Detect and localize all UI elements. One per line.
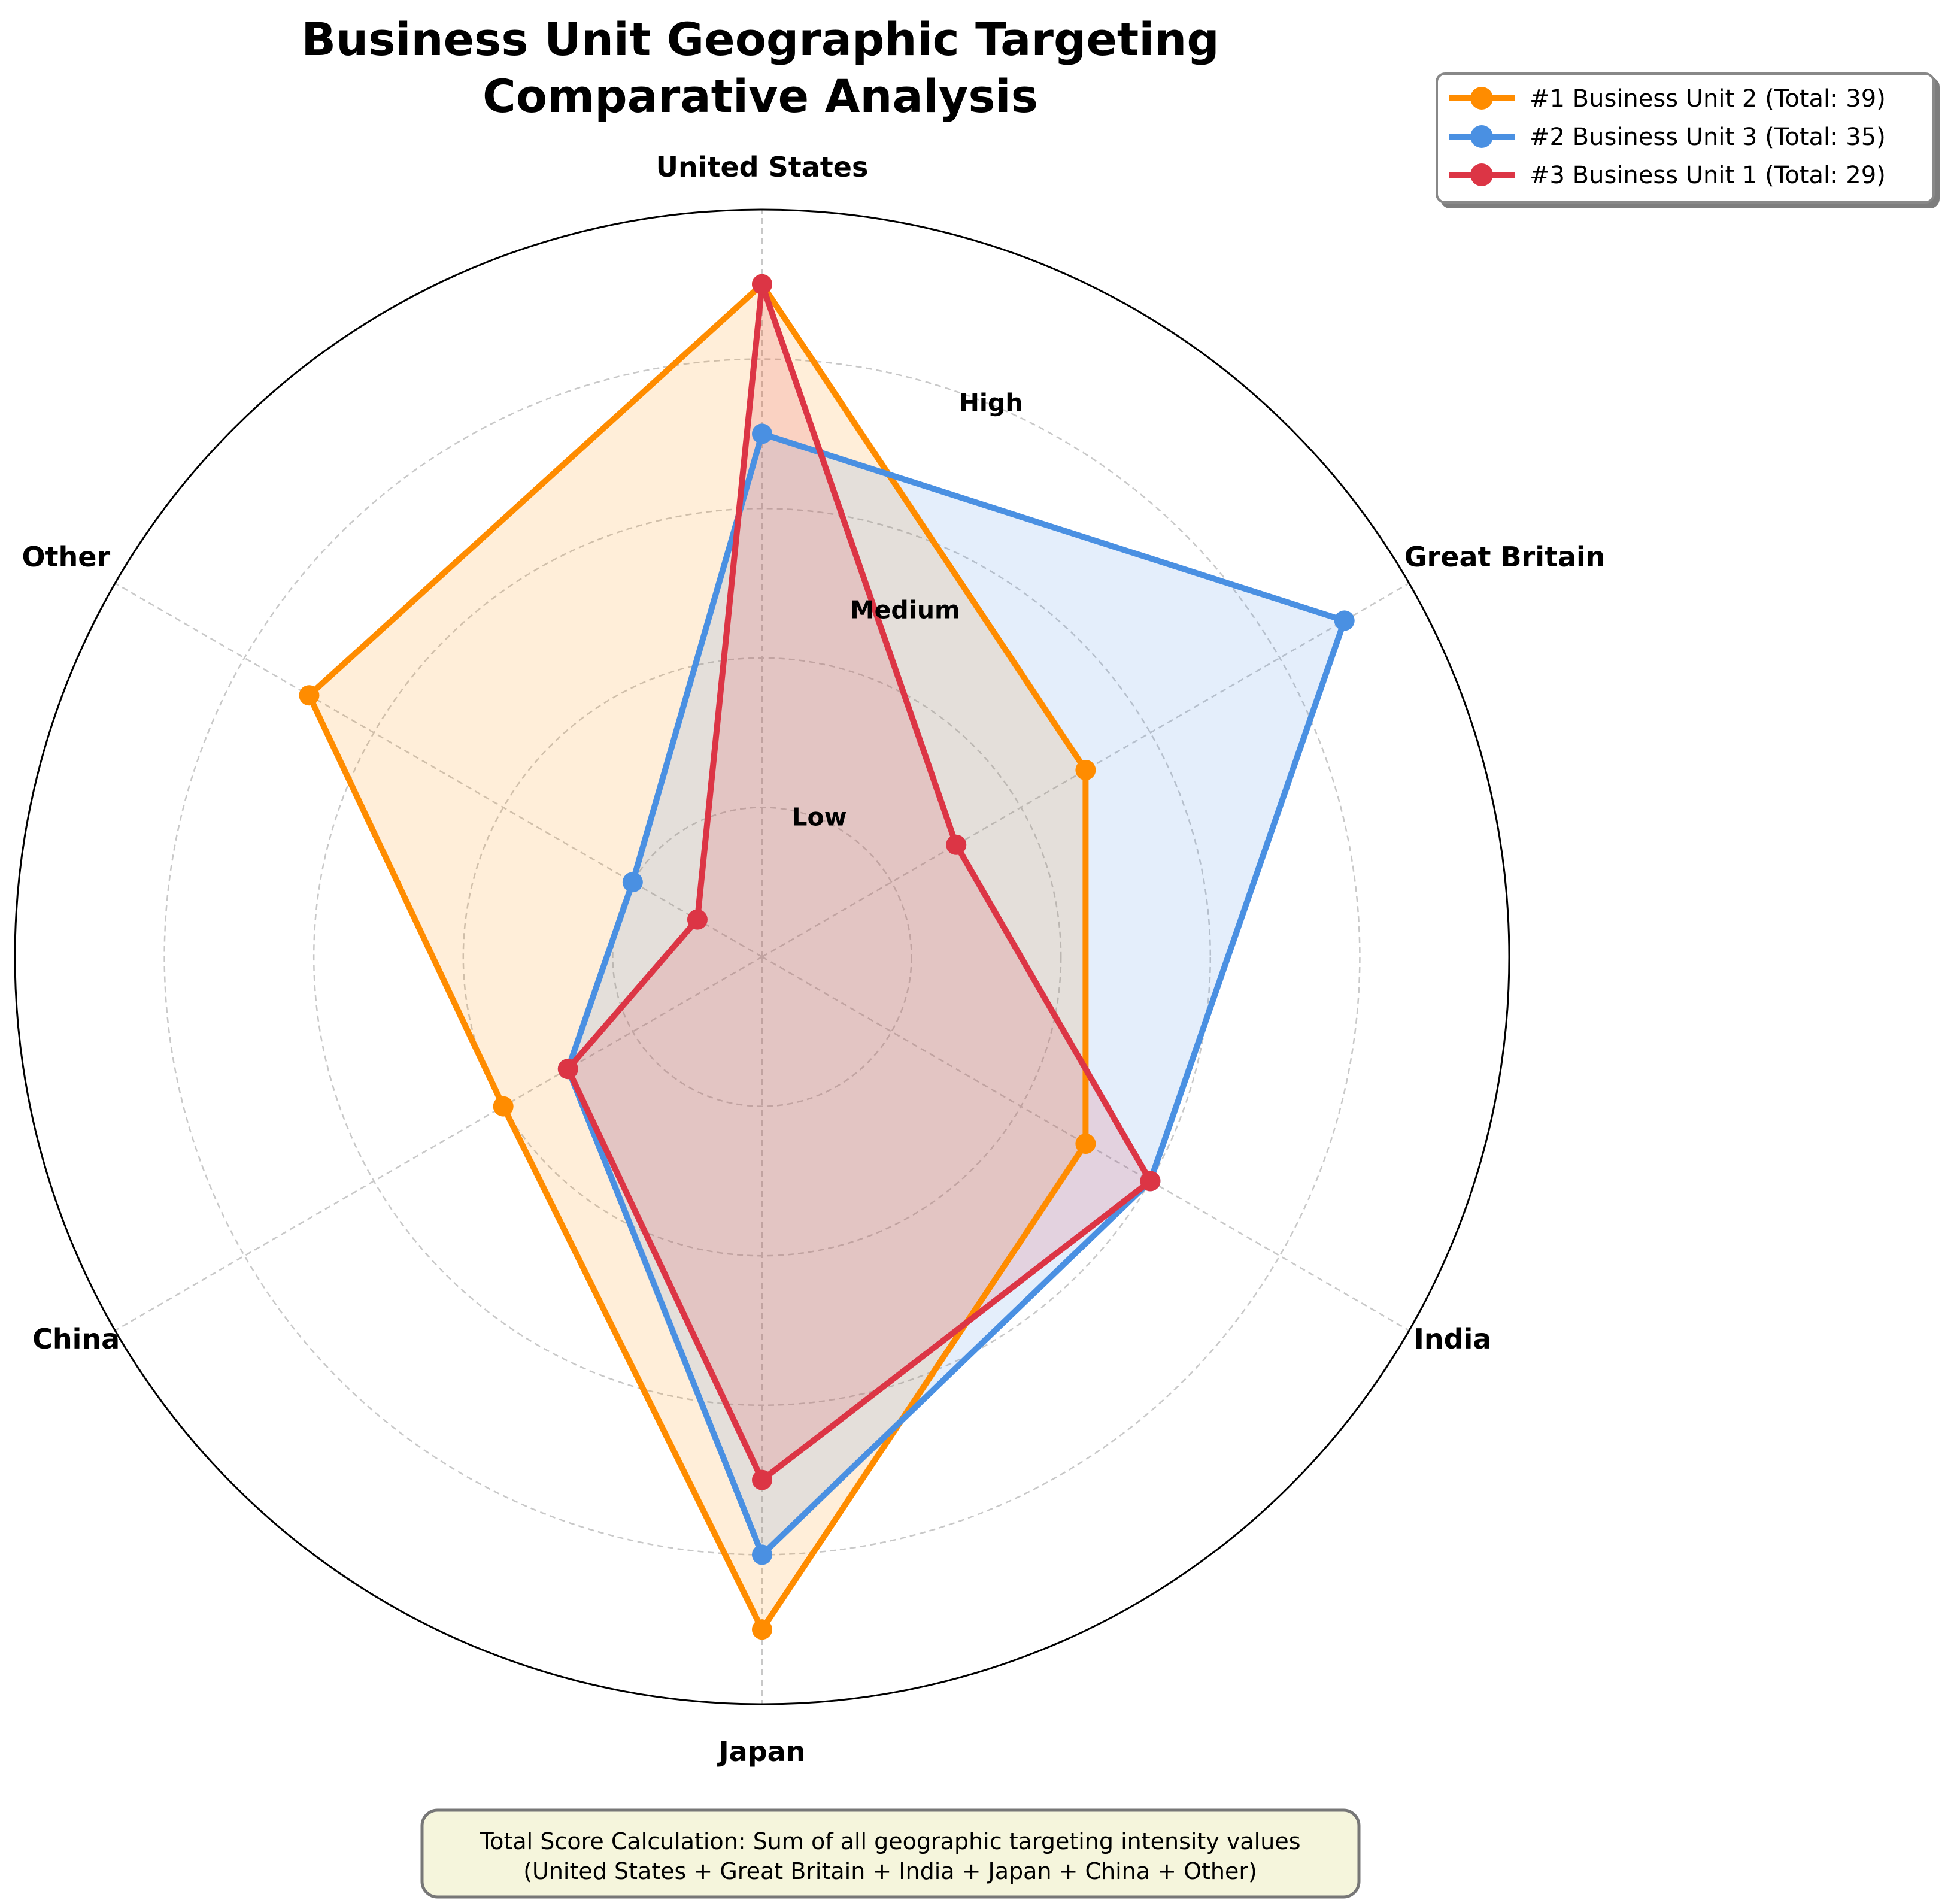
series-fill-2 bbox=[568, 434, 1345, 1555]
ring-label-high: High bbox=[959, 389, 1023, 417]
series-fill-3 bbox=[568, 284, 1151, 1480]
ring-label-low: Low bbox=[791, 802, 846, 831]
spoke-4 bbox=[114, 956, 763, 1332]
data-point-s3-other bbox=[687, 909, 708, 930]
chart-title-line-2: Comparative Analysis bbox=[483, 69, 1038, 123]
data-point-s1-great-britain bbox=[1075, 760, 1096, 780]
spoke-2 bbox=[761, 956, 1410, 1332]
ring-labels: Low Medium High bbox=[791, 389, 1023, 832]
data-point-s3-india bbox=[1140, 1171, 1161, 1192]
spoke-1 bbox=[761, 582, 1410, 958]
data-point-s2-great-britain bbox=[1334, 610, 1355, 631]
legend-marker-3 bbox=[1470, 163, 1493, 186]
series-fill-1 bbox=[309, 284, 1086, 1630]
note-line-1: Total Score Calculation: Sum of all geog… bbox=[479, 1828, 1300, 1854]
data-point-s3-united-states bbox=[752, 274, 772, 295]
axis-label-other: Other bbox=[22, 541, 110, 573]
note-box: Total Score Calculation: Sum of all geog… bbox=[420, 1808, 1361, 1899]
note-line-2: (United States + Great Britain + India +… bbox=[523, 1858, 1257, 1884]
axis-label-united-states: United States bbox=[656, 151, 869, 183]
legend-label-1: #1 Business Unit 2 (Total: 39) bbox=[1530, 85, 1886, 113]
spoke-5 bbox=[114, 582, 763, 958]
data-point-s1-china bbox=[493, 1096, 514, 1117]
legend: #1 Business Unit 2 (Total: 39) #2 Busines… bbox=[1436, 72, 1935, 204]
data-point-s1-other bbox=[299, 685, 320, 706]
data-point-s1-japan bbox=[752, 1619, 772, 1640]
data-point-s1-india bbox=[1075, 1134, 1096, 1154]
outer-ring bbox=[14, 208, 1510, 1705]
legend-box bbox=[1436, 72, 1935, 204]
legend-marker-1 bbox=[1470, 87, 1493, 110]
axis-label-great-britain: Great Britain bbox=[1404, 541, 1606, 573]
legend-label-3: #3 Business Unit 1 (Total: 29) bbox=[1530, 162, 1886, 189]
data-point-s2-other bbox=[622, 872, 643, 893]
series-layer bbox=[299, 274, 1355, 1640]
chart-title-line-1: Business Unit Geographic Targeting bbox=[301, 13, 1219, 66]
legend-marker-2 bbox=[1470, 125, 1493, 148]
ring-label-medium: Medium bbox=[850, 595, 960, 624]
data-point-s2-united-states bbox=[752, 423, 772, 444]
polar-grid bbox=[14, 208, 1510, 1705]
data-point-s3-china bbox=[557, 1059, 578, 1080]
axis-labels: United States Great Britain India Japan Chin… bbox=[22, 151, 1605, 1768]
data-point-s3-japan bbox=[752, 1469, 772, 1490]
axis-label-china: China bbox=[32, 1323, 120, 1355]
axis-label-india: India bbox=[1414, 1323, 1492, 1355]
legend-label-2: #2 Business Unit 3 (Total: 35) bbox=[1530, 123, 1886, 151]
note-background bbox=[420, 1808, 1361, 1899]
axis-label-japan: Japan bbox=[717, 1735, 806, 1768]
grid-ring-2 bbox=[612, 807, 912, 1107]
data-point-s2-japan bbox=[752, 1544, 772, 1565]
data-point-s3-great-britain bbox=[946, 834, 967, 855]
